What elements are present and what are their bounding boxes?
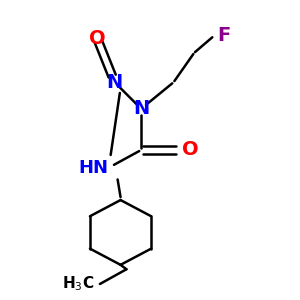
Text: H$_3$C: H$_3$C — [62, 274, 94, 293]
Text: F: F — [218, 26, 231, 45]
Text: O: O — [182, 140, 199, 160]
Text: O: O — [89, 28, 105, 48]
Text: HN: HN — [79, 159, 109, 177]
Text: N: N — [133, 99, 149, 118]
Text: N: N — [106, 73, 123, 92]
